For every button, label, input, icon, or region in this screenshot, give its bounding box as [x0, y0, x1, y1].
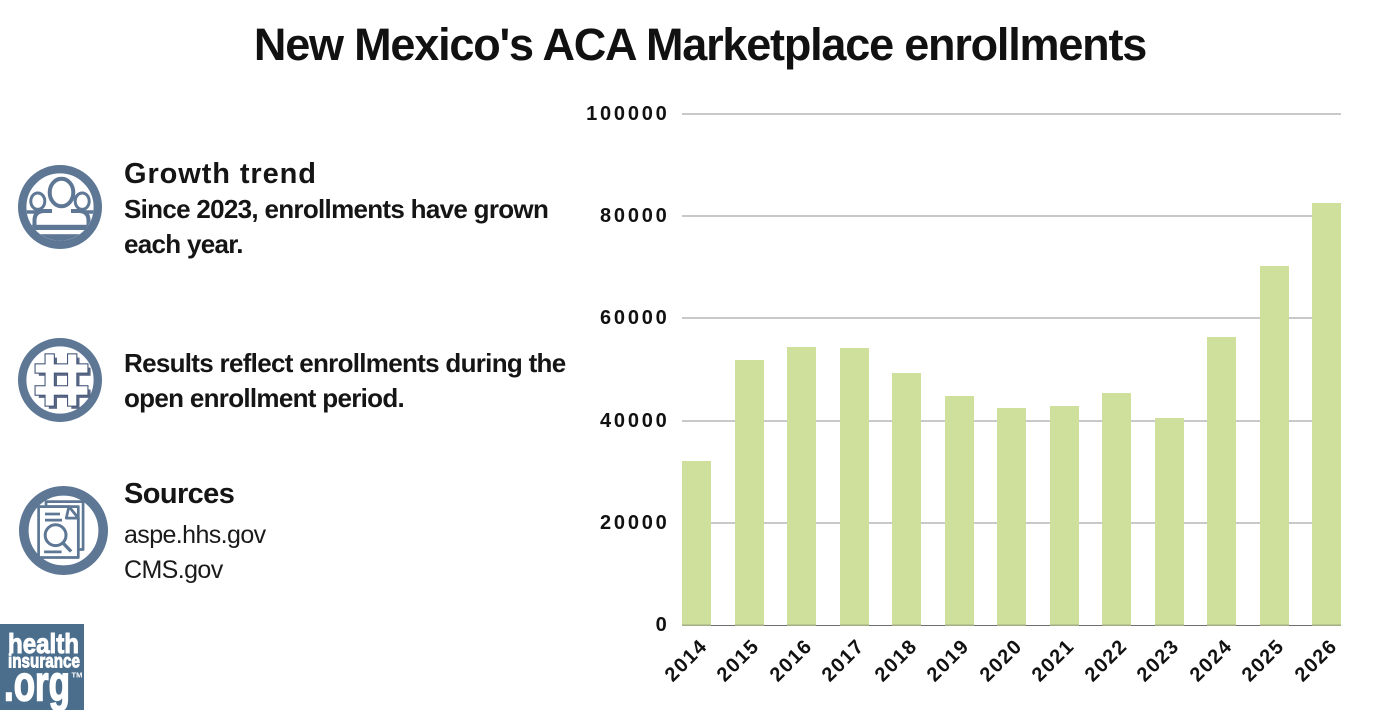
svg-text:TM: TM [72, 671, 83, 680]
svg-text:.org: .org [4, 656, 70, 710]
svg-text:insurance: insurance [8, 652, 80, 673]
svg-text:health: health [8, 628, 79, 659]
